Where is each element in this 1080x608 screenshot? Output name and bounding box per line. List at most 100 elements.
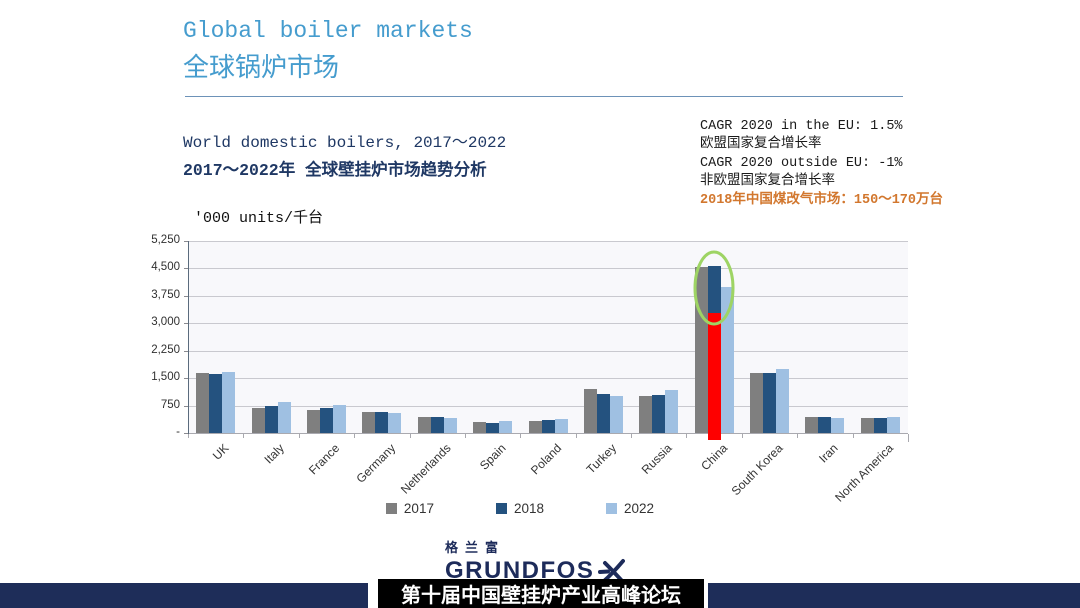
bar-russia-2022: [665, 390, 679, 433]
y-tick-mark: [184, 433, 188, 434]
title-english: Global boiler markets: [183, 18, 473, 44]
plot-area: [188, 241, 908, 433]
x-label-poland: Poland: [527, 441, 564, 478]
page-title: Global boiler markets 全球锅炉市场: [183, 18, 473, 84]
x-tick-mark: [409, 434, 411, 438]
bar-netherlands-2022: [443, 418, 457, 433]
legend-swatch-2018: [495, 503, 507, 514]
bar-turkey-2018: [596, 394, 610, 433]
subtitle-chinese: 2017～2022年 全球壁挂炉市场趋势分析: [183, 161, 487, 180]
x-tick-mark: [354, 434, 356, 438]
bar-germany-2022: [388, 412, 402, 433]
green-ellipse-annotation: [693, 250, 735, 326]
bar-italy-2017: [251, 407, 265, 433]
x-tick-mark: [908, 434, 909, 442]
bar-netherlands-2018: [430, 417, 444, 433]
bar-france-2018: [319, 408, 333, 433]
bar-turkey-2022: [609, 396, 623, 433]
cagr-line-1: CAGR 2020 in the EU: 1.5%: [700, 119, 903, 134]
y-tick-label: 1,500: [151, 371, 180, 384]
bar-iran-2017: [805, 416, 819, 433]
chart-legend: 2017 2018 2022: [160, 501, 880, 516]
bar-france-2017: [306, 410, 320, 433]
title-chinese: 全球锅炉市场: [183, 54, 340, 84]
cagr-notes: CAGR 2020 in the EU: 1.5% 欧盟国家复合增长率 CAGR…: [700, 118, 943, 210]
bar-spain-2022: [499, 421, 513, 433]
bar-iran-2022: [831, 417, 845, 433]
x-label-france: France: [306, 441, 343, 478]
y-tick-label: 3,750: [151, 288, 180, 301]
bar-france-2022: [332, 404, 346, 433]
footer-banner: 第十届中国壁挂炉产业高峰论坛: [378, 579, 704, 608]
x-tick-mark: [243, 434, 245, 438]
bar-north-america-2018: [873, 418, 887, 433]
y-axis-line: [188, 241, 189, 434]
bar-poland-2018: [541, 420, 555, 433]
x-label-turkey: Turkey: [583, 441, 620, 477]
x-tick-mark: [741, 434, 743, 438]
bar-uk-2018: [209, 373, 223, 433]
y-tick-label: 750: [160, 398, 180, 411]
bar-turkey-2017: [583, 389, 597, 433]
legend-swatch-2022: [606, 503, 618, 514]
cagr-line-2: 欧盟国家复合增长率: [700, 137, 822, 153]
bar-south-korea-2022: [776, 368, 790, 433]
bar-italy-2018: [264, 405, 278, 433]
bar-russia-2017: [639, 396, 653, 433]
x-label-iran: Iran: [816, 441, 841, 466]
y-tick-mark: [184, 378, 188, 380]
x-label-uk: UK: [209, 441, 232, 463]
y-tick-mark: [184, 323, 188, 325]
legend-item-2017: 2017: [385, 501, 434, 516]
x-label-netherlands: Netherlands: [397, 441, 454, 497]
gridline: [188, 268, 908, 270]
bar-poland-2017: [528, 420, 542, 433]
bar-iran-2018: [818, 416, 832, 433]
cagr-line-4: 非欧盟国家复合增长率: [700, 174, 835, 190]
china-red-highlight-bar: [707, 313, 721, 440]
cagr-line-3: CAGR 2020 outside EU: -1%: [700, 155, 903, 171]
x-tick-mark: [631, 434, 633, 438]
y-tick-mark: [184, 268, 188, 270]
bar-russia-2018: [652, 394, 666, 433]
chart-subtitle: World domestic boilers, 2017～2022 2017～2…: [183, 128, 506, 180]
footer-bar-left: [0, 583, 368, 608]
gridline: [188, 241, 908, 242]
y-tick-label: 4,500: [151, 261, 180, 274]
legend-swatch-2017: [385, 503, 397, 514]
logo-chinese-text: 格兰富: [445, 540, 506, 555]
bar-germany-2018: [375, 411, 389, 433]
gridline: [188, 295, 908, 297]
legend-item-2018: 2018: [495, 501, 544, 516]
x-tick-mark: [188, 434, 189, 438]
x-tick-mark: [464, 434, 466, 438]
bar-uk-2022: [222, 371, 236, 433]
bar-germany-2017: [362, 411, 376, 433]
y-tick-mark: [184, 241, 188, 242]
title-divider: [185, 96, 903, 97]
bar-north-america-2022: [886, 417, 900, 433]
x-tick-mark: [797, 434, 799, 438]
x-tick-mark: [575, 434, 577, 438]
bar-south-korea-2018: [763, 373, 777, 433]
gridline: [188, 350, 908, 352]
x-label-spain: Spain: [476, 441, 509, 473]
gridline: [188, 405, 908, 407]
x-axis-line: [188, 433, 908, 434]
bar-china-2022: [720, 286, 734, 433]
legend-label: 2022: [624, 501, 655, 516]
bar-poland-2022: [554, 418, 568, 433]
bar-italy-2022: [277, 401, 291, 433]
x-tick-mark: [520, 434, 522, 438]
bar-south-korea-2017: [750, 372, 764, 433]
bar-uk-2017: [196, 372, 210, 433]
y-tick-mark: [184, 295, 188, 297]
gridline: [188, 323, 908, 325]
subtitle-english: World domestic boilers, 2017～2022: [183, 134, 507, 152]
bar-spain-2018: [486, 423, 500, 433]
x-tick-mark: [298, 434, 300, 438]
y-tick-label: 5,250: [151, 234, 180, 246]
x-label-italy: Italy: [261, 441, 287, 467]
